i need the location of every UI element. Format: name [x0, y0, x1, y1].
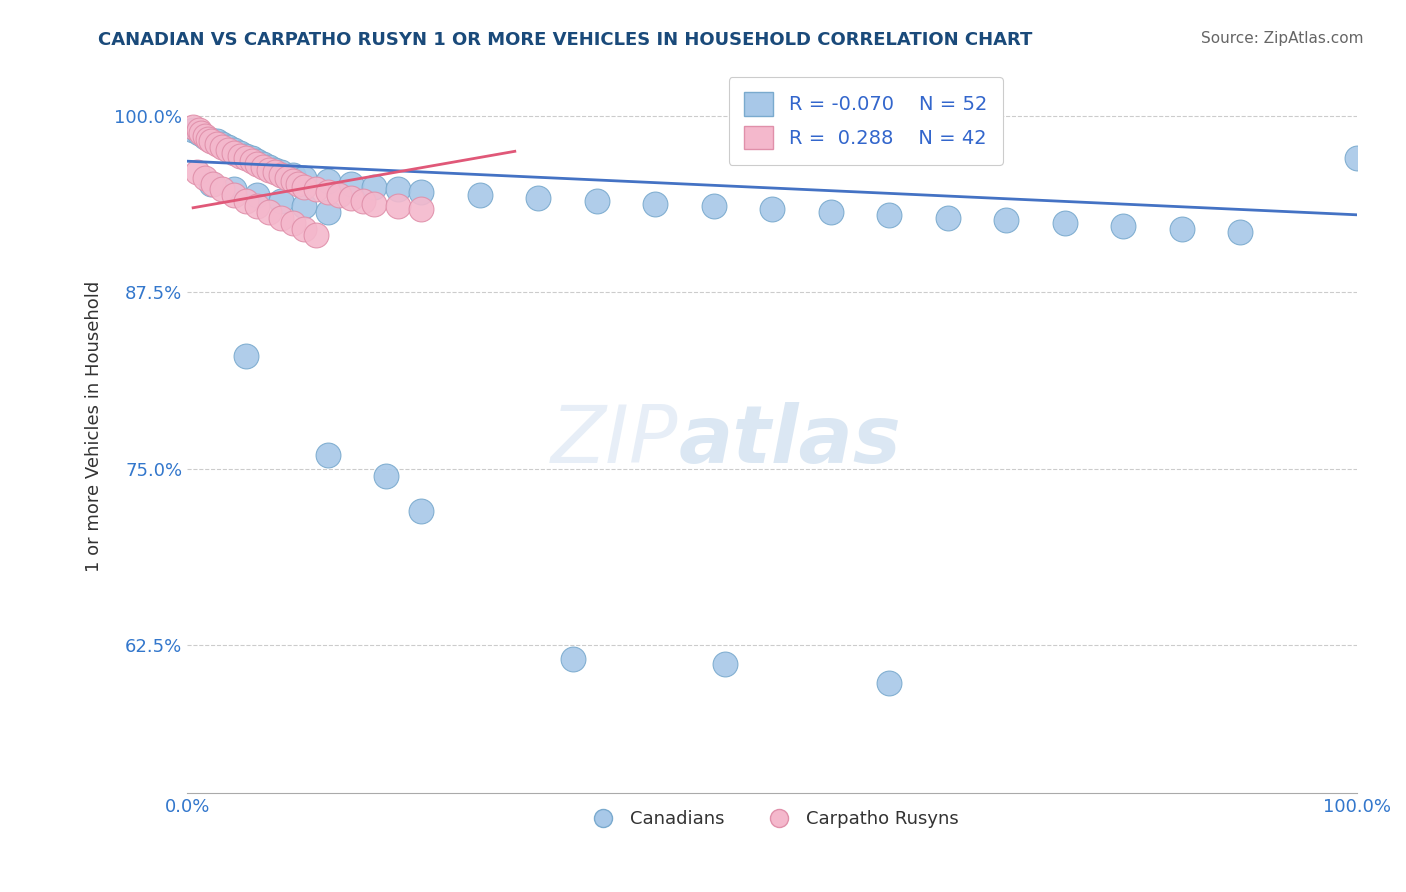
Point	[188, 126, 211, 140]
Point	[1170, 222, 1192, 236]
Point	[352, 194, 374, 208]
Point	[201, 177, 224, 191]
Point	[270, 194, 292, 208]
Point	[1112, 219, 1135, 233]
Point	[877, 676, 900, 690]
Point	[200, 135, 222, 149]
Point	[257, 160, 280, 174]
Text: atlas: atlas	[679, 402, 901, 480]
Point	[252, 157, 274, 171]
Text: ZIP: ZIP	[551, 402, 679, 480]
Point	[229, 148, 252, 162]
Point	[240, 152, 263, 166]
Point	[235, 152, 257, 166]
Point	[703, 199, 725, 213]
Point	[222, 188, 245, 202]
Point	[264, 162, 287, 177]
Point	[257, 162, 280, 177]
Point	[1229, 225, 1251, 239]
Point	[995, 213, 1018, 227]
Point	[211, 137, 233, 152]
Point	[257, 205, 280, 219]
Point	[316, 186, 339, 200]
Point	[292, 199, 315, 213]
Point	[316, 448, 339, 462]
Point	[1053, 216, 1076, 230]
Point	[387, 182, 409, 196]
Point	[194, 171, 217, 186]
Point	[217, 140, 239, 154]
Point	[270, 211, 292, 225]
Point	[562, 652, 585, 666]
Legend: Canadians, Carpatho Rusyns: Canadians, Carpatho Rusyns	[578, 803, 966, 836]
Point	[411, 186, 433, 200]
Point	[229, 145, 252, 160]
Point	[194, 128, 217, 143]
Point	[468, 188, 491, 202]
Y-axis label: 1 or more Vehicles in Household: 1 or more Vehicles in Household	[86, 281, 103, 572]
Point	[276, 171, 298, 186]
Point	[222, 143, 245, 157]
Point	[186, 165, 208, 179]
Point	[217, 143, 239, 157]
Point	[877, 208, 900, 222]
Point	[246, 154, 269, 169]
Point	[222, 182, 245, 196]
Point	[316, 205, 339, 219]
Point	[281, 216, 304, 230]
Point	[305, 227, 328, 242]
Point	[340, 191, 363, 205]
Text: Source: ZipAtlas.com: Source: ZipAtlas.com	[1201, 31, 1364, 46]
Point	[761, 202, 783, 216]
Point	[411, 504, 433, 518]
Point	[211, 140, 233, 154]
Point	[270, 169, 292, 183]
Point	[1346, 152, 1368, 166]
Point	[316, 174, 339, 188]
Point	[252, 160, 274, 174]
Point	[292, 171, 315, 186]
Point	[200, 133, 222, 147]
Point	[181, 123, 204, 137]
Point	[292, 222, 315, 236]
Point	[281, 169, 304, 183]
Point	[240, 154, 263, 169]
Point	[222, 145, 245, 160]
Point	[292, 179, 315, 194]
Point	[211, 182, 233, 196]
Point	[305, 182, 328, 196]
Point	[411, 202, 433, 216]
Point	[328, 188, 350, 202]
Point	[197, 131, 219, 145]
Point	[188, 123, 211, 137]
Point	[264, 165, 287, 179]
Point	[235, 194, 257, 208]
Point	[246, 188, 269, 202]
Point	[246, 157, 269, 171]
Point	[281, 174, 304, 188]
Point	[235, 148, 257, 162]
Point	[246, 199, 269, 213]
Point	[200, 177, 222, 191]
Point	[387, 199, 409, 213]
Point	[585, 194, 607, 208]
Point	[363, 196, 385, 211]
Point	[375, 468, 398, 483]
Point	[270, 165, 292, 179]
Point	[363, 179, 385, 194]
Point	[644, 196, 666, 211]
Point	[340, 177, 363, 191]
Point	[205, 137, 228, 152]
Point	[205, 135, 228, 149]
Point	[527, 191, 550, 205]
Text: CANADIAN VS CARPATHO RUSYN 1 OR MORE VEHICLES IN HOUSEHOLD CORRELATION CHART: CANADIAN VS CARPATHO RUSYN 1 OR MORE VEH…	[98, 31, 1033, 49]
Point	[936, 211, 959, 225]
Point	[235, 349, 257, 363]
Point	[287, 177, 309, 191]
Point	[190, 126, 212, 140]
Point	[181, 120, 204, 135]
Point	[194, 130, 217, 145]
Point	[820, 205, 842, 219]
Point	[714, 657, 737, 671]
